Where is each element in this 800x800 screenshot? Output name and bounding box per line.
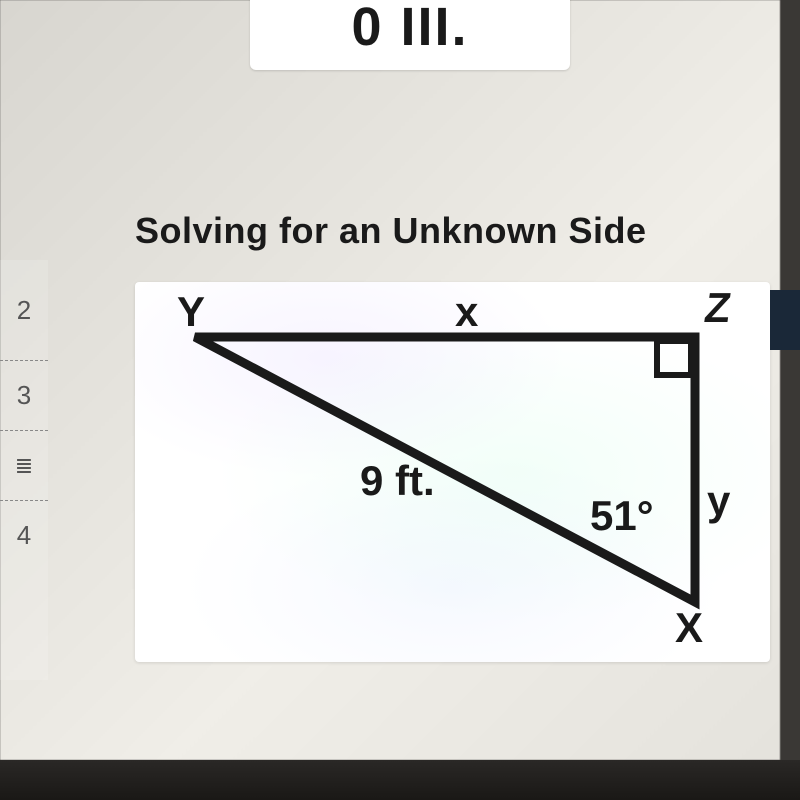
fragment-text: 0 III. [351,0,468,58]
bottom-bezel [0,760,800,800]
angle-label: 51° [590,492,654,540]
sidebar-item-2[interactable]: 2 [0,260,48,360]
previous-card-fragment: 0 III. [250,0,570,70]
right-dark-accent [770,290,800,350]
vertex-Y-label: Y [177,288,205,336]
sidebar-item-4[interactable]: 4 [0,500,48,570]
card-title: Solving for an Unknown Side [135,210,755,252]
right-angle-marker [657,341,691,375]
side-y-label: y [707,477,730,525]
content-card: Solving for an Unknown Side Y x Z 9 ft. … [135,210,755,662]
sidebar-item-3[interactable]: 3 [0,360,48,430]
side-x-label: x [455,288,478,336]
sidebar-item-menu[interactable]: ≣ [0,430,48,500]
triangle-shape [195,337,695,602]
hypotenuse-label: 9 ft. [360,457,435,505]
left-sidebar: 2 3 ≣ 4 [0,260,48,680]
vertex-X-label: X [675,604,703,652]
triangle-diagram: Y x Z 9 ft. 51° y X [135,282,770,662]
